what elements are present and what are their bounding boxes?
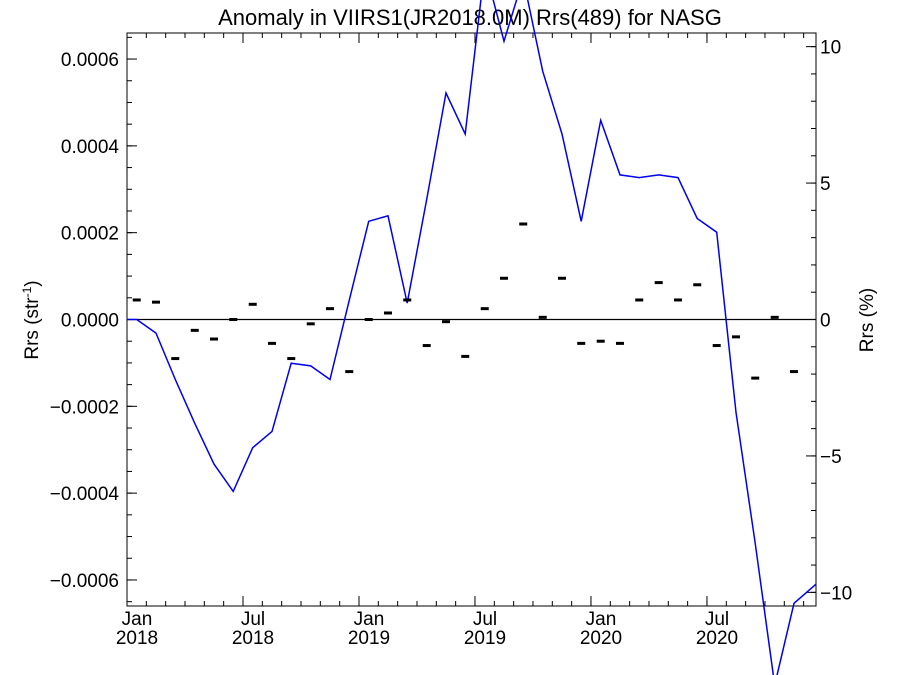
data-point [345, 370, 354, 374]
data-point [132, 298, 141, 302]
x-tick-year-label: 2018 [116, 628, 158, 649]
data-point [615, 341, 624, 345]
y-left-tick-label: 0.0004 [61, 137, 120, 158]
x-tick-month-label: Jul [705, 609, 729, 630]
data-point [557, 276, 566, 280]
data-point [461, 354, 470, 358]
data-point [577, 341, 586, 345]
data-point [306, 322, 315, 326]
data-point [770, 315, 779, 319]
y-left-tick-label: −0.0004 [50, 484, 120, 505]
data-point [693, 283, 702, 287]
smoothed-anomaly-line [127, 0, 817, 675]
data-point [325, 307, 334, 311]
data-point [171, 357, 180, 361]
data-point [789, 370, 798, 374]
x-tick-month-label: Jul [241, 609, 265, 630]
x-tick-month-label: Jan [354, 609, 385, 630]
data-point [287, 357, 296, 361]
monthly-anomaly-points [132, 222, 798, 380]
data-point [190, 328, 199, 332]
data-point [596, 339, 605, 343]
y-left-tick-label: 0.0006 [61, 50, 119, 71]
y-left-tick-label: 0.0000 [61, 311, 119, 332]
y-right-tick-label: 5 [820, 174, 831, 195]
data-point [712, 344, 721, 348]
data-point [383, 311, 392, 315]
x-tick-year-label: 2018 [232, 628, 274, 649]
y-axis-left-label: Rrs (str-1) [20, 280, 43, 359]
data-point [441, 320, 450, 324]
x-tick-year-label: 2019 [348, 628, 390, 649]
x-tick-month-label: Jan [122, 609, 153, 630]
data-point [751, 376, 760, 380]
x-tick-month-label: Jan [586, 609, 617, 630]
data-point [364, 318, 373, 321]
data-point [229, 318, 238, 321]
data-point [403, 298, 412, 302]
data-point [422, 344, 431, 348]
y-left-tick-label: −0.0002 [50, 397, 119, 418]
data-point [151, 300, 160, 304]
y-axis-right-label: Rrs (%) [857, 288, 878, 352]
data-point [267, 341, 276, 345]
data-point [673, 298, 682, 302]
x-tick-year-label: 2020 [580, 628, 622, 649]
y-right-tick-label: 0 [820, 311, 831, 332]
x-tick-year-label: 2020 [696, 628, 738, 649]
data-point [654, 281, 663, 285]
data-point [635, 298, 644, 302]
x-tick-month-label: Jul [473, 609, 497, 630]
data-point [519, 222, 528, 226]
y-axis-right: 10 5 0 −5 −10 [806, 38, 852, 604]
data-point [538, 315, 547, 319]
y-right-tick-label: −10 [820, 583, 852, 604]
y-right-tick-label: −5 [820, 447, 842, 468]
data-point [480, 307, 489, 311]
data-point [731, 335, 740, 339]
y-left-tick-label: 0.0002 [61, 224, 119, 245]
data-point [209, 337, 218, 341]
y-axis-left: 0.0006 0.0004 0.0002 0.0000 −0.0002 −0.0004 −0… [50, 36, 137, 603]
y-right-tick-label: 10 [820, 38, 841, 59]
data-point [499, 276, 508, 280]
x-axis: Jan2018Jul2018Jan2019Jul2019Jan2020Jul20… [116, 33, 805, 649]
chart-title: Anomaly in VIIRS1(JR2018.0M) Rrs(489) fo… [218, 5, 722, 30]
data-point [248, 302, 257, 306]
x-tick-year-label: 2019 [464, 628, 506, 649]
y-left-tick-label: −0.0006 [50, 571, 119, 592]
